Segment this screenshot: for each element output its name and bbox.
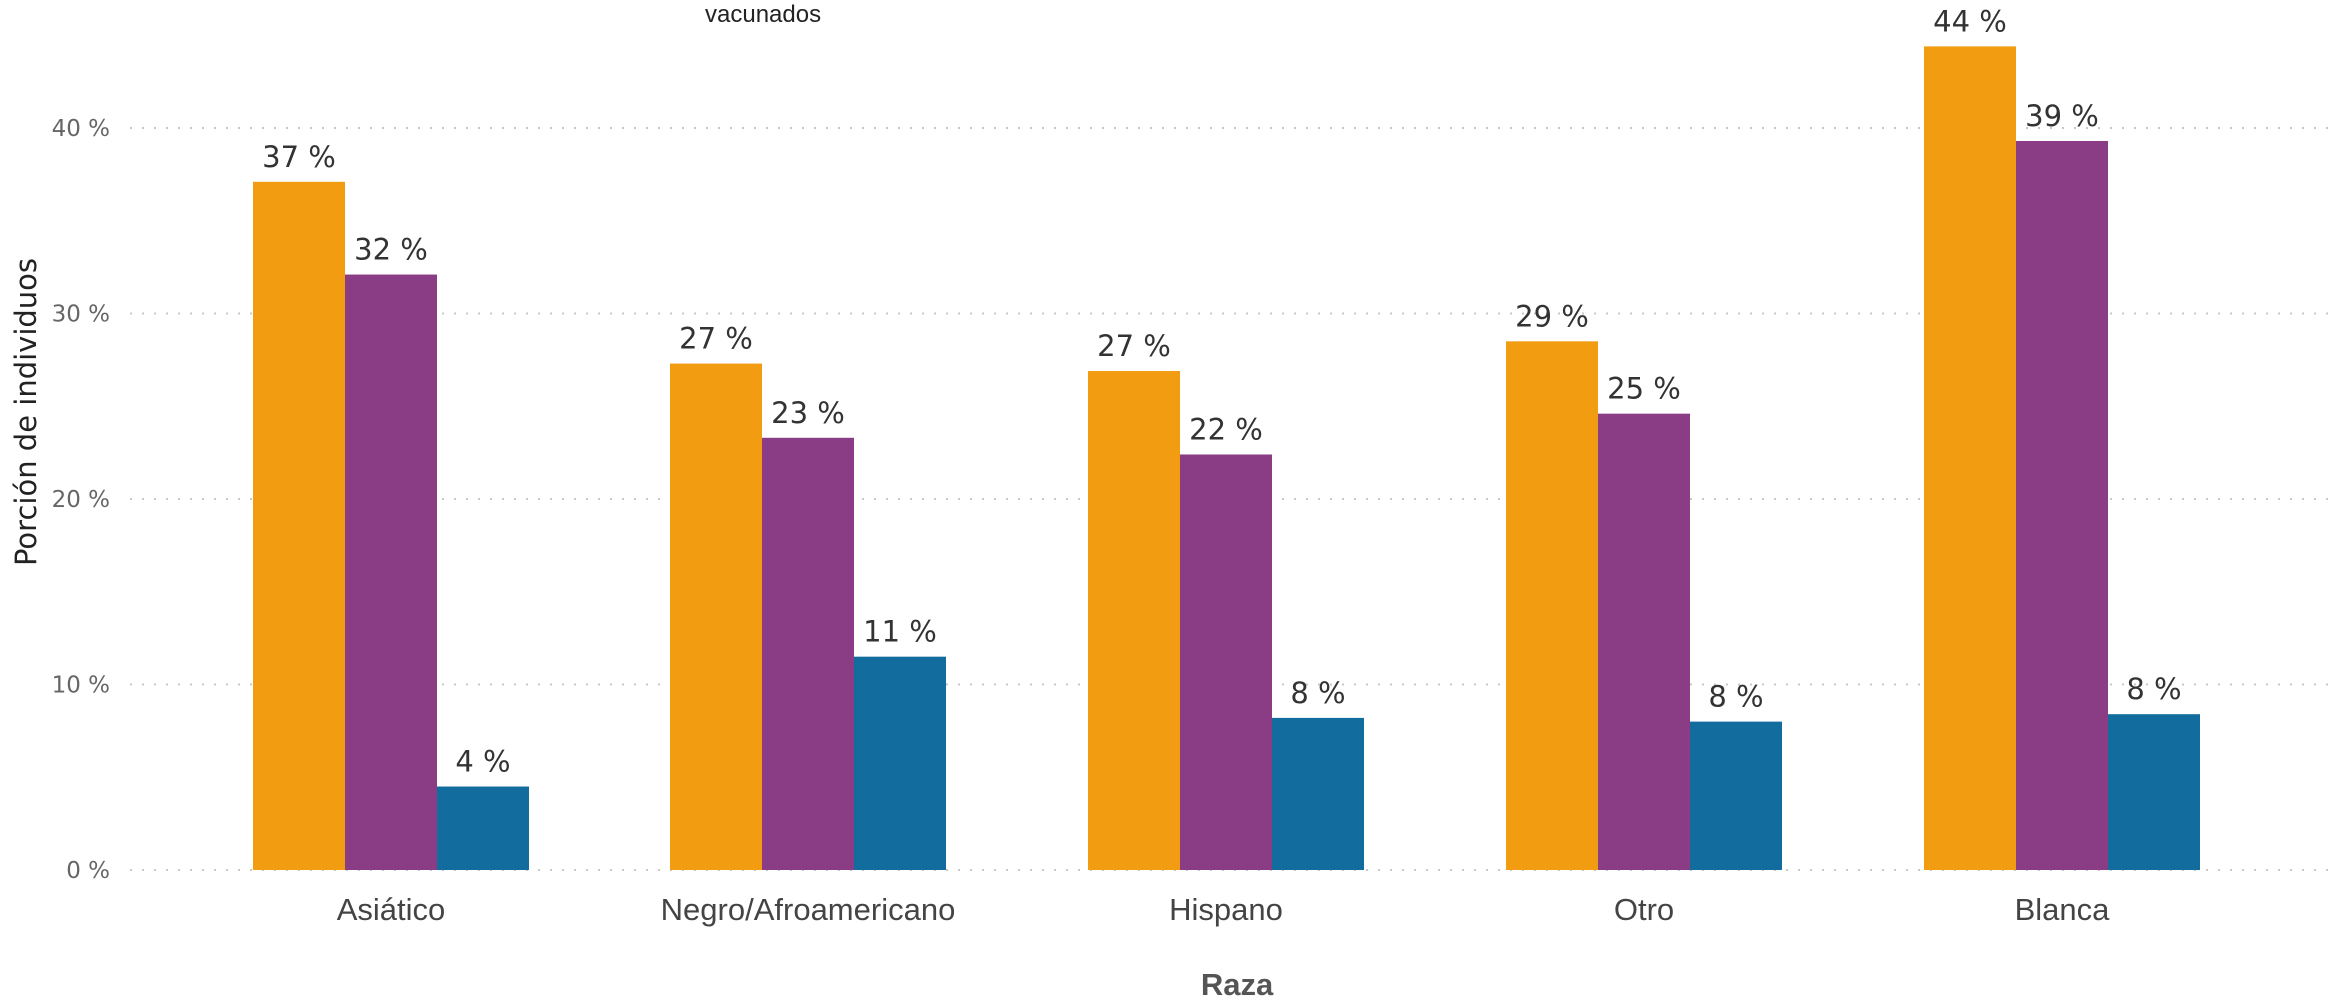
- y-tick-label: 10 %: [52, 673, 110, 699]
- bar: [1180, 454, 1272, 870]
- data-label: 32 %: [354, 233, 428, 267]
- x-tick-label: Negro/Afroamericano: [661, 892, 956, 927]
- bars: [253, 46, 2200, 871]
- bar: [2108, 714, 2200, 870]
- data-label: 4 %: [455, 745, 510, 779]
- y-axis-title: Porción de individuos: [9, 258, 43, 566]
- data-label: 8 %: [1708, 680, 1763, 714]
- y-tick-label: 20 %: [52, 487, 110, 513]
- bar: [854, 656, 946, 870]
- y-tick-label: 0 %: [66, 858, 110, 884]
- bar: [253, 181, 345, 871]
- data-label: 22 %: [1189, 412, 1263, 446]
- legend-fragment: vacunados: [705, 1, 821, 28]
- y-axis-ticks: 0 % 10 % 20 % 30 % 40 %: [52, 116, 110, 884]
- x-tick-label: Asiático: [337, 892, 446, 927]
- bar: [670, 363, 762, 870]
- bar: [345, 274, 437, 870]
- bar: [1924, 46, 2016, 870]
- x-axis-title: Raza: [1201, 967, 1274, 1000]
- x-tick-label: Hispano: [1169, 892, 1283, 927]
- bar: [437, 786, 529, 870]
- bar: [1690, 721, 1782, 870]
- data-label: 37 %: [262, 140, 336, 174]
- y-tick-label: 30 %: [52, 302, 110, 328]
- bar: [1506, 341, 1598, 870]
- data-label: 25 %: [1607, 372, 1681, 406]
- bar: [1598, 413, 1690, 870]
- bar: [2016, 140, 2108, 871]
- bar: [1272, 717, 1364, 870]
- data-label: 8 %: [2126, 672, 2181, 706]
- bar: [762, 437, 854, 870]
- data-label: 29 %: [1515, 299, 1589, 333]
- data-label: 27 %: [1097, 329, 1171, 363]
- y-tick-label: 40 %: [52, 116, 110, 142]
- x-tick-label: Otro: [1614, 892, 1674, 927]
- data-label: 8 %: [1290, 676, 1345, 710]
- data-label: 11 %: [863, 615, 937, 649]
- data-label: 39 %: [2025, 99, 2099, 133]
- data-label: 44 %: [1933, 4, 2007, 38]
- x-tick-label: Blanca: [2015, 892, 2111, 927]
- data-labels: 37 % 32 % 4 % 27 % 23 % 11 % 27 % 22 % 8 % 29 % 25…: [262, 4, 2181, 778]
- x-axis-categories: Asiático Negro/Afroamericano Hispano Otro Bl…: [337, 892, 2110, 927]
- bar: [1088, 371, 1180, 870]
- data-label: 27 %: [679, 322, 753, 356]
- data-label: 23 %: [771, 396, 845, 430]
